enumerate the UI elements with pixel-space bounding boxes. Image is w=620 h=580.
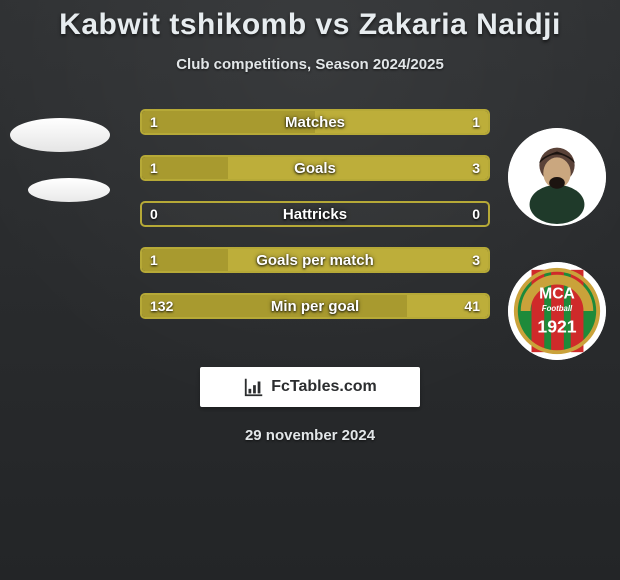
stat-label: Goals per match bbox=[140, 247, 490, 273]
stat-row: 00Hattricks bbox=[140, 201, 490, 227]
stat-row: 13241Min per goal bbox=[140, 293, 490, 319]
stat-label: Matches bbox=[140, 109, 490, 135]
stat-row: 13Goals per match bbox=[140, 247, 490, 273]
subtitle: Club competitions, Season 2024/2025 bbox=[0, 56, 620, 73]
brand-badge: FcTables.com bbox=[200, 367, 420, 407]
stat-row: 11Matches bbox=[140, 109, 490, 135]
chart-icon bbox=[243, 376, 265, 398]
page-title: Kabwit tshikomb vs Zakaria Naidji bbox=[0, 8, 620, 42]
date-text: 29 november 2024 bbox=[0, 427, 620, 444]
brand-text: FcTables.com bbox=[271, 378, 377, 396]
stat-label: Hattricks bbox=[140, 201, 490, 227]
stat-label: Goals bbox=[140, 155, 490, 181]
comparison-chart: 11Matches 13Goals 00Hattricks 13Goals per m… bbox=[0, 109, 620, 339]
stat-row: 13Goals bbox=[140, 155, 490, 181]
stat-label: Min per goal bbox=[140, 293, 490, 319]
